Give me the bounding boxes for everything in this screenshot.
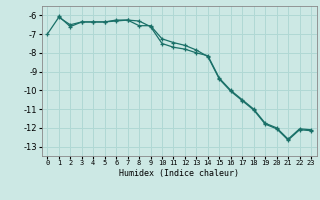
X-axis label: Humidex (Indice chaleur): Humidex (Indice chaleur) — [119, 169, 239, 178]
